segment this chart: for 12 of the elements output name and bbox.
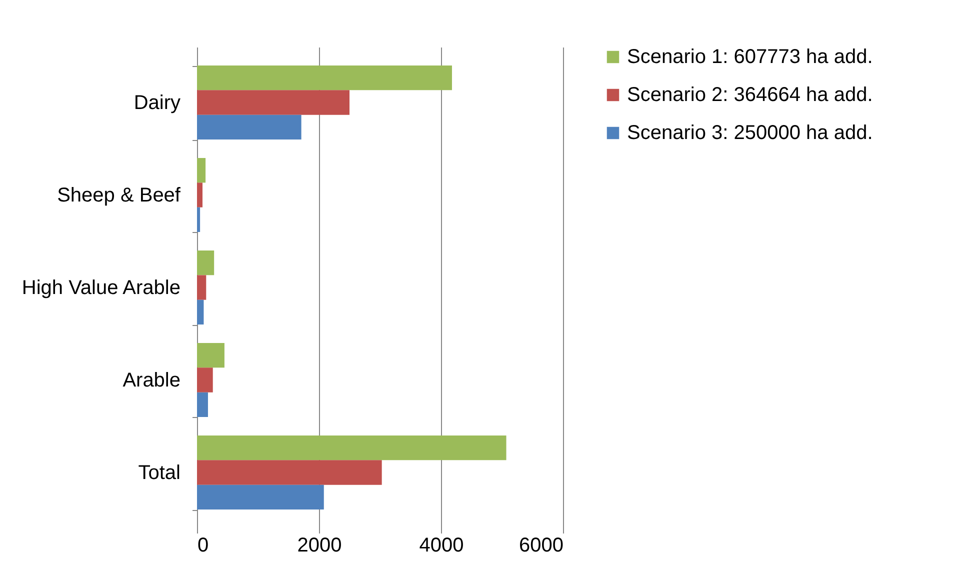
- x-tick-label: 0: [198, 534, 209, 556]
- legend-label: Scenario 2: 364664 ha add.: [627, 84, 873, 106]
- x-tick-label: 4000: [419, 534, 464, 556]
- y-tick-label: Arable: [122, 370, 180, 392]
- x-tick-label: 2000: [297, 534, 342, 556]
- legend-label: Scenario 1: 607773 ha add.: [627, 46, 873, 68]
- y-tick-label: High Value Arable: [22, 277, 180, 299]
- x-tick-label: 6000: [519, 534, 564, 556]
- legend-label: Scenario 3: 250000 ha add.: [627, 122, 873, 144]
- y-tick-label: Dairy: [134, 92, 180, 114]
- y-tick-label: Sheep & Beef: [57, 184, 181, 206]
- y-tick-label: Total: [138, 462, 180, 484]
